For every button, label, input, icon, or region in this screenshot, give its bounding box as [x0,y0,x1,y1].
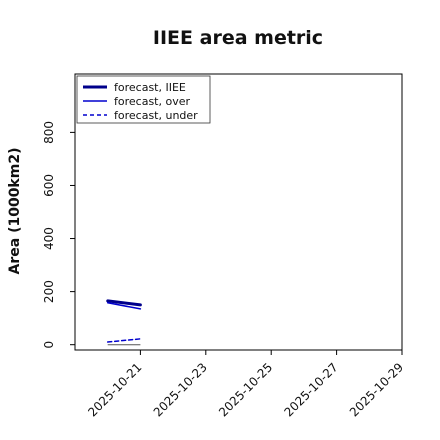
series-layer [106,299,142,346]
x-axis-ticks: 2025-10-21 2025-10-23 2025-10-25 2025-10-27… [85,350,406,419]
x-tick-label-4: 2025-10-29 [347,360,406,419]
x-tick-label-0: 2025-10-21 [85,360,144,419]
y-tick-label-2: 400 [42,227,56,250]
plot-frame [74,73,403,351]
series-line-1 [106,302,142,310]
y-tick-label-0: 0 [42,341,56,349]
legend-label-1: forecast, over [114,95,190,108]
legend-label-2: forecast, under [114,109,198,122]
series-line-0 [106,299,142,307]
y-tick-label-3: 600 [42,174,56,197]
chart-title: IIEE area metric [153,27,323,49]
x-tick-label-1: 2025-10-23 [151,360,210,419]
y-axis-ticks: 0 200 400 600 800 [42,121,75,349]
x-tick-label-3: 2025-10-27 [282,360,341,419]
x-tick-label-2: 2025-10-25 [216,360,275,419]
y-tick-label-4: 800 [42,121,56,144]
y-tick-label-1: 200 [42,280,56,303]
series-line-2 [106,338,142,343]
y-axis-label: Area (1000km2) [7,148,23,275]
legend-label-0: forecast, IIEE [114,81,186,94]
